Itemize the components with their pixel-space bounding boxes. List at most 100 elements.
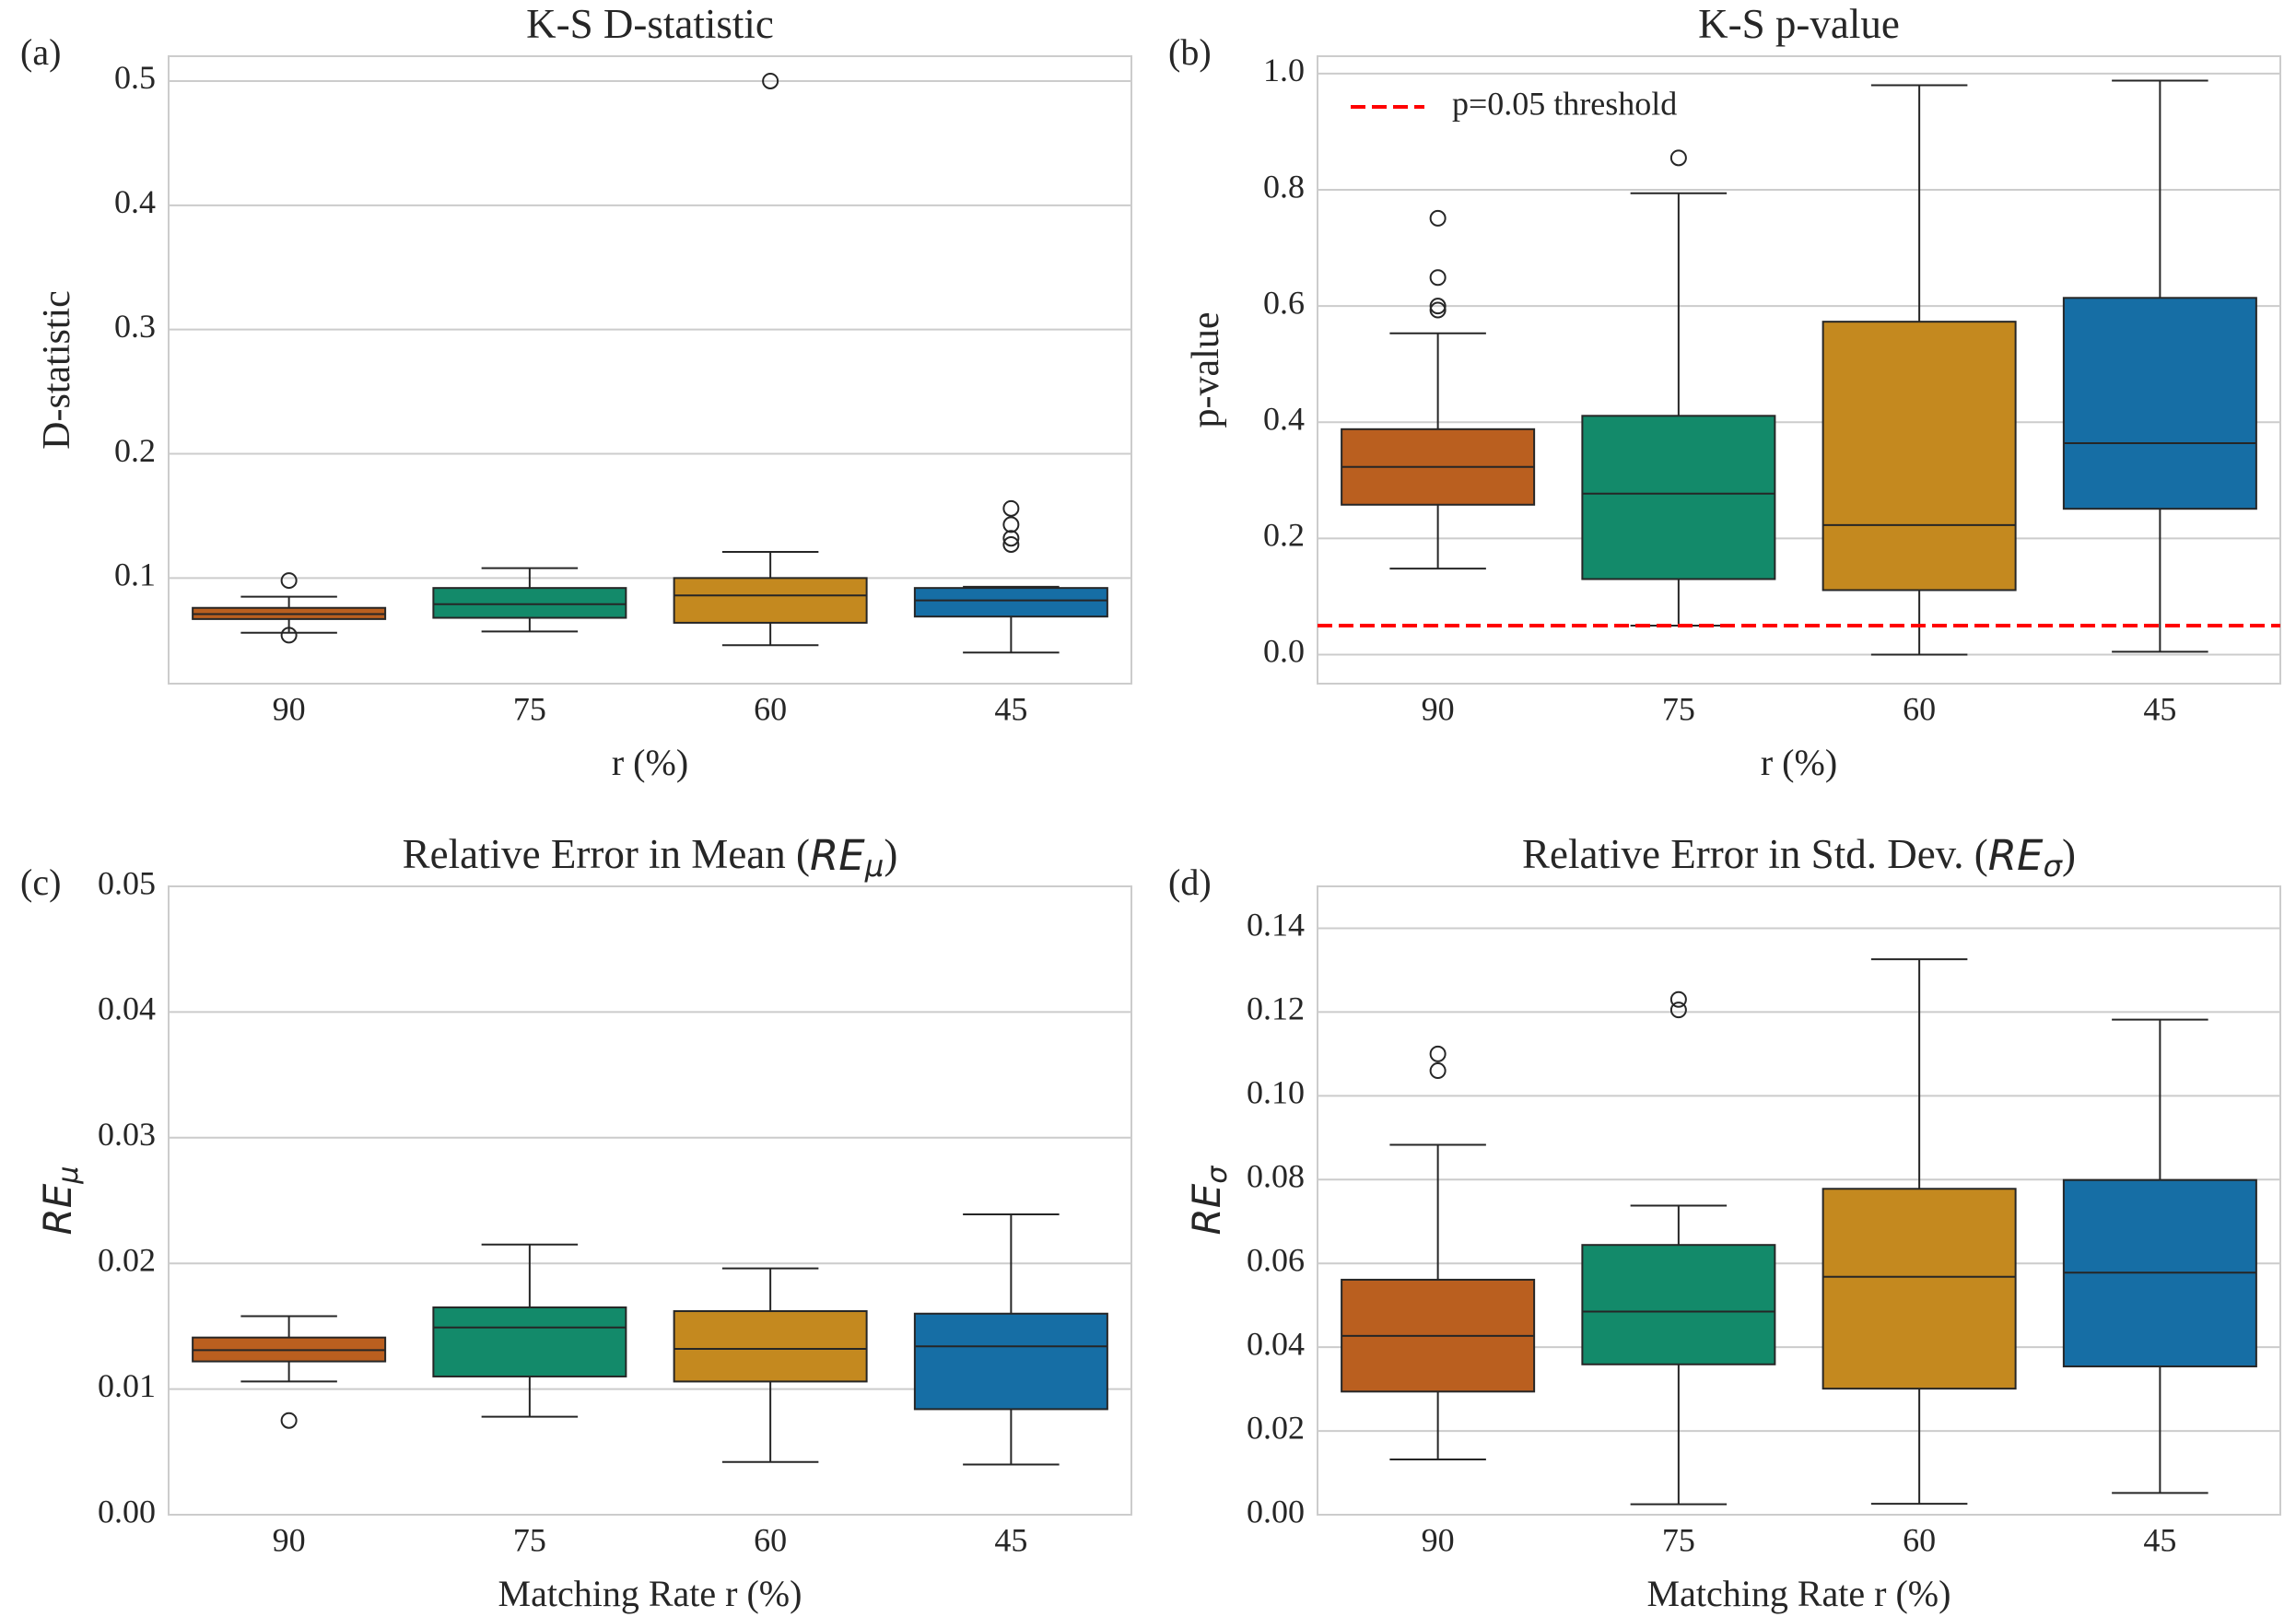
- y-tick-label: 0.1: [114, 557, 156, 593]
- chart-title-end: ): [884, 831, 897, 877]
- y-axis-title-text: p-value: [1185, 312, 1227, 428]
- x-tick-label: 90: [273, 1522, 306, 1559]
- x-tick-label: 90: [273, 691, 306, 728]
- y-axis-title-math: RE: [35, 1183, 80, 1235]
- chart-title: K-S D-statistic: [526, 1, 774, 47]
- box-90: [192, 572, 387, 644]
- y-tick-label: 0.05: [98, 864, 156, 901]
- chart-title-subscript: σ: [2043, 849, 2063, 884]
- y-tick-label: 0.8: [1263, 168, 1305, 205]
- plot-frame: [168, 885, 1132, 1516]
- panel-label: (c): [20, 861, 61, 903]
- outlier-point: [1429, 269, 1447, 287]
- x-tick-label: 90: [1422, 691, 1455, 728]
- outlier-point: [1002, 535, 1020, 553]
- y-tick-label: 0.08: [1247, 1158, 1305, 1195]
- box-60: [1822, 84, 2017, 656]
- iqr-box: [913, 1312, 1108, 1411]
- iqr-box: [1822, 1188, 2017, 1390]
- box-45: [913, 499, 1108, 654]
- iqr-box: [673, 577, 868, 624]
- panel-label: (b): [1168, 31, 1212, 73]
- x-tick-label: 45: [2143, 1522, 2176, 1559]
- outlier-point: [280, 572, 298, 590]
- box-90: [192, 1315, 387, 1429]
- y-tick-label: 0.03: [98, 1116, 156, 1153]
- x-axis-title: r (%): [1761, 742, 1837, 783]
- y-tick-label: 0.04: [1247, 1325, 1305, 1362]
- panel-1: (a) 0.1 0.2 0.3 0.4 0.5 90 75 60 45 r (%) D-statist…: [20, 1, 1132, 783]
- box-75: [432, 567, 627, 633]
- y-tick-label: 0.4: [1263, 401, 1305, 438]
- x-tick-label: 75: [1662, 691, 1695, 728]
- x-tick-label: 60: [1903, 1522, 1936, 1559]
- panel-label: (d): [1168, 861, 1212, 903]
- box-45: [2062, 1018, 2257, 1494]
- box-75: [1581, 149, 1776, 627]
- y-axis-title-subscript: σ: [1201, 1166, 1234, 1184]
- outlier-point: [762, 72, 779, 89]
- y-tick-label: 0.04: [98, 990, 156, 1027]
- y-tick-label: 0.12: [1247, 990, 1305, 1027]
- y-axis-title: D-statistic: [36, 290, 78, 450]
- x-tick-label: 60: [754, 691, 787, 728]
- y-tick-label: 1.0: [1263, 52, 1305, 88]
- x-tick-label: 45: [994, 691, 1027, 728]
- x-tick-label: 75: [1662, 1522, 1695, 1559]
- outlier-point: [280, 627, 298, 644]
- legend-threshold-label: p=0.05 threshold: [1452, 85, 1677, 122]
- box-90: [1341, 209, 1536, 570]
- y-axis-title: REσ: [1184, 1166, 1234, 1236]
- outlier-point: [1429, 1062, 1447, 1080]
- iqr-box: [2062, 297, 2257, 510]
- chart-title-text: K-S D-statistic: [526, 1, 774, 47]
- y-axis-title: REμ: [35, 1166, 85, 1236]
- x-tick-label: 90: [1422, 1522, 1455, 1559]
- panel-label: (a): [20, 31, 61, 73]
- chart-title-text: Relative Error in Mean (: [403, 831, 810, 877]
- box-60: [1822, 958, 2017, 1506]
- outlier-point: [1002, 530, 1020, 547]
- x-tick-label: 60: [754, 1522, 787, 1559]
- y-tick-label: 0.06: [1247, 1241, 1305, 1278]
- outlier-point: [1429, 301, 1447, 319]
- y-tick-label: 0.2: [1263, 517, 1305, 554]
- chart-title-math: RE: [1988, 831, 2044, 880]
- outlier-point: [1429, 209, 1447, 227]
- y-tick-label: 0.02: [1247, 1409, 1305, 1446]
- iqr-box: [1581, 1244, 1776, 1365]
- outlier-point: [1429, 298, 1447, 315]
- box-90: [1341, 1045, 1536, 1460]
- x-axis-title: Matching Rate r (%): [1647, 1573, 1951, 1614]
- outlier-point: [280, 1412, 298, 1429]
- iqr-box: [1822, 321, 2017, 592]
- y-tick-label: 0.3: [114, 308, 156, 345]
- y-tick-label: 0.02: [98, 1241, 156, 1278]
- x-tick-label: 75: [513, 691, 546, 728]
- panel-2: (b) 0.0 0.2 0.4 0.6 0.8 1.0 90 75 60 45 r (%) p-valu…: [1168, 1, 2281, 783]
- y-tick-label: 0.14: [1247, 907, 1305, 943]
- box-45: [2062, 79, 2257, 653]
- outlier-point: [1429, 1045, 1447, 1062]
- box-60: [673, 72, 868, 647]
- outlier-point: [1002, 499, 1020, 517]
- chart-title-text: K-S p-value: [1698, 1, 1900, 47]
- y-tick-label: 0.0: [1263, 633, 1305, 670]
- y-tick-label: 0.00: [1247, 1493, 1305, 1529]
- box-75: [1581, 990, 1776, 1506]
- iqr-box: [1581, 415, 1776, 580]
- outlier-point: [1669, 1002, 1687, 1019]
- y-tick-label: 0.4: [114, 183, 156, 220]
- y-axis-title-math: RE: [1184, 1183, 1229, 1235]
- panel-4: (d) 0.00 0.02 0.04 0.06 0.08 0.10 0.12 0.14 90 75 6…: [1168, 831, 2281, 1614]
- iqr-box: [913, 587, 1108, 618]
- outlier-point: [1002, 516, 1020, 533]
- y-tick-label: 0.10: [1247, 1074, 1305, 1111]
- chart-title-end: ): [2062, 831, 2076, 877]
- plot-frame: [168, 55, 1132, 685]
- x-axis-title: r (%): [612, 742, 688, 783]
- chart-title: Relative Error in Mean (REμ): [403, 831, 898, 884]
- x-tick-label: 45: [2143, 691, 2176, 728]
- x-tick-label: 75: [513, 1522, 546, 1559]
